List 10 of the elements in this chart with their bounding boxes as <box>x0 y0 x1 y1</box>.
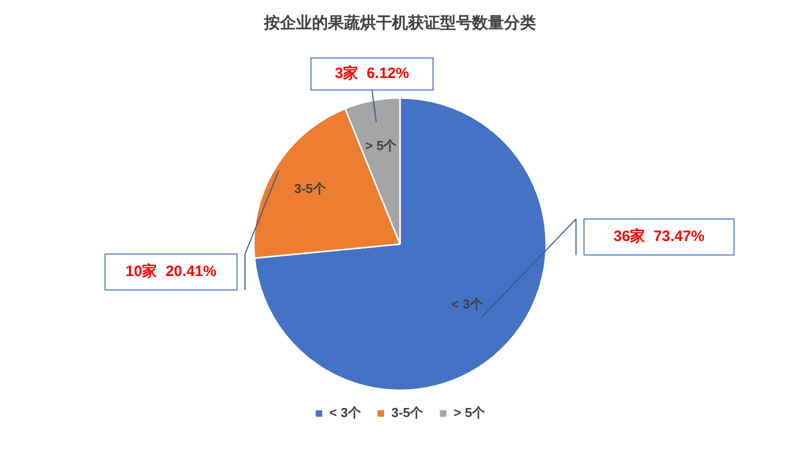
slice-label: 3-5个 <box>294 181 327 196</box>
data-label: 3家 6.12% <box>334 64 410 82</box>
legend-label: < 3个 <box>329 405 362 420</box>
data-label: 36家 73.47% <box>614 227 704 246</box>
slice-label: > 5个 <box>365 138 398 154</box>
data-label: 10家 20.41% <box>126 262 216 280</box>
chart-title: 按企业的果蔬烘干机获证型号数量分类 <box>263 14 536 32</box>
legend-label: > 5个 <box>454 405 486 420</box>
legend-label: 3-5个 <box>391 405 424 420</box>
slice-label: < 3个 <box>451 296 484 312</box>
